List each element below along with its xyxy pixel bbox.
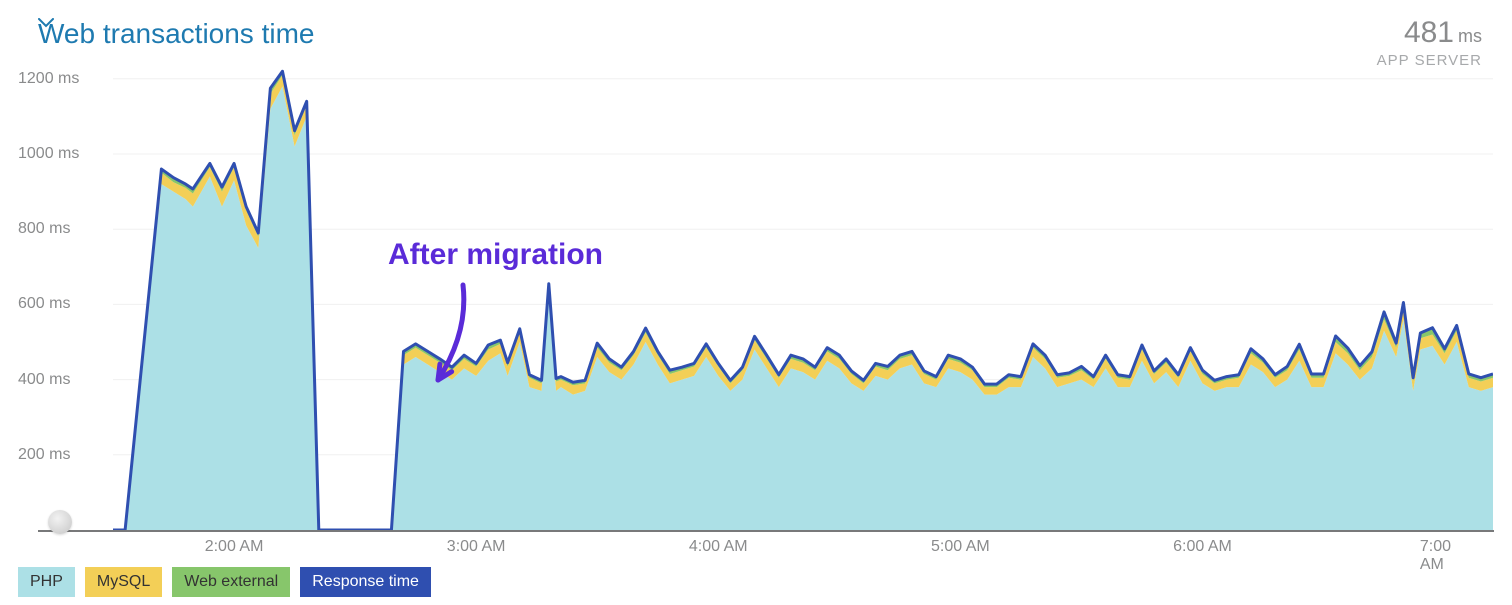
annotation-arrow-icon — [18, 60, 1494, 530]
legend-item[interactable]: PHP — [18, 567, 75, 597]
metric-unit: ms — [1458, 26, 1482, 46]
chart-area[interactable]: 200 ms400 ms600 ms800 ms1000 ms1200 ms 2… — [18, 60, 1494, 530]
title-text: Web transactions time — [38, 18, 315, 49]
legend: PHP MySQL Web external Response time — [18, 567, 431, 597]
metric-value: 481 — [1404, 16, 1454, 49]
legend-item[interactable]: Web external — [172, 567, 290, 597]
legend-item[interactable]: MySQL — [85, 567, 162, 597]
title-dropdown[interactable]: Web transactions time — [38, 18, 330, 50]
legend-item[interactable]: Response time — [300, 567, 431, 597]
x-axis-line — [38, 530, 1494, 532]
